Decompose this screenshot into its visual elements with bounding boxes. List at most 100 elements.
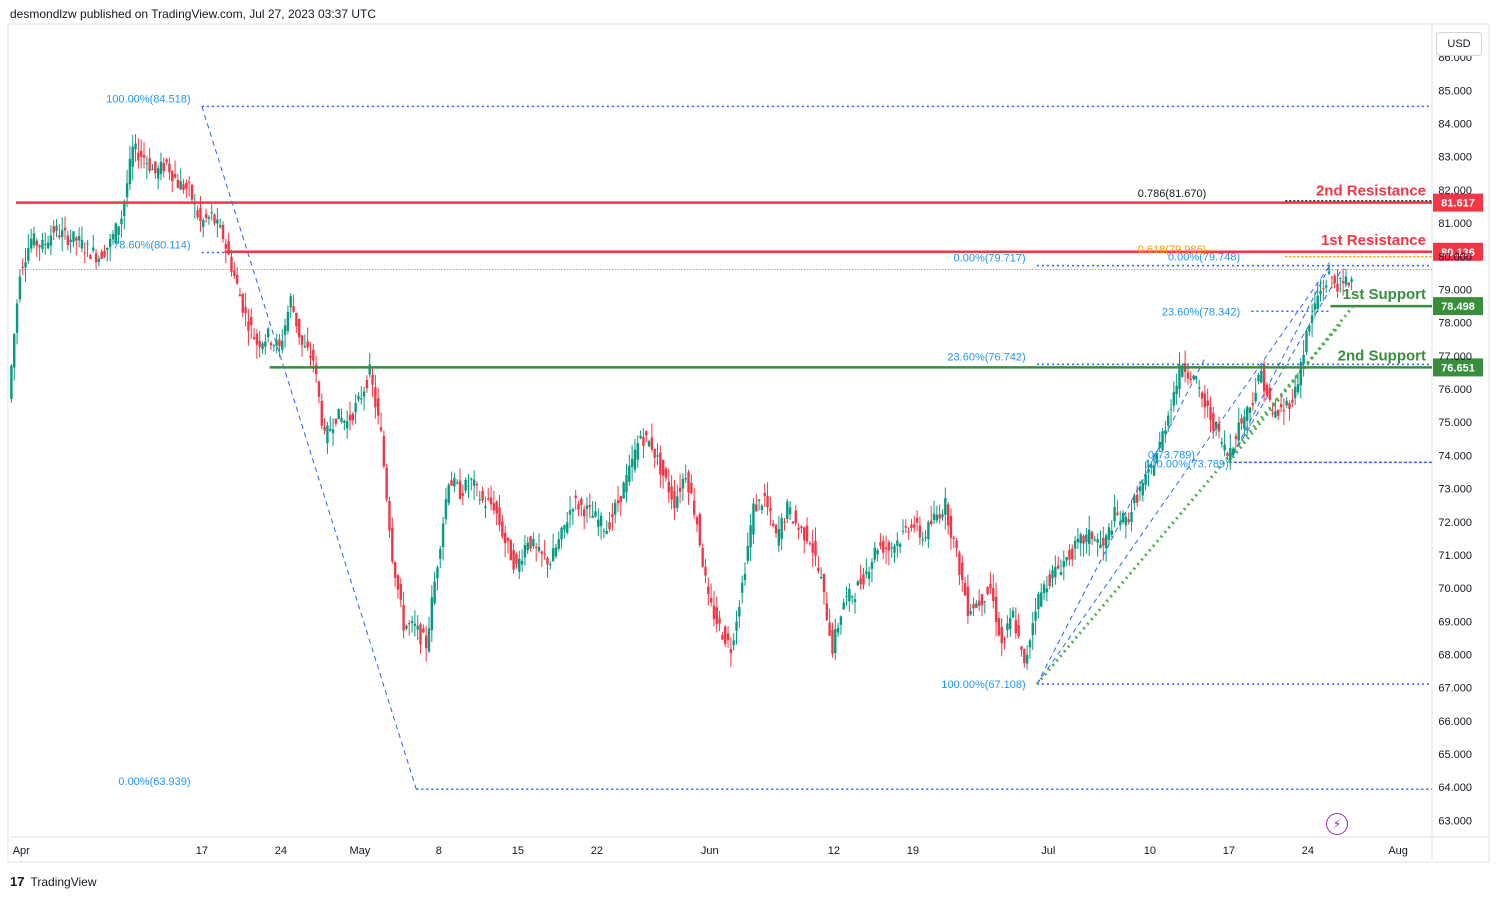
candle-body [1087,529,1091,544]
candle-body [992,588,995,601]
candle-body [977,600,981,606]
candle-body [698,513,702,546]
candle-body [870,562,874,569]
level-price-tag [1433,242,1483,261]
candle-body [470,478,473,480]
candle-body [114,223,118,244]
candle-body [1265,384,1269,396]
candle-body [103,250,106,257]
candle-body [343,420,346,423]
candle-body [450,480,453,486]
candle-body [709,597,713,603]
fib-annotation-label: 0.00%(79.717) [954,253,1026,265]
time-tick-label: Jun [701,845,719,857]
candle-body [921,539,924,541]
candle-body [856,581,860,586]
candle-body [1025,654,1029,664]
price-tick-label: 86.000 [1438,52,1472,64]
candle-body [757,499,761,502]
candle-body [904,526,908,528]
candle-body [1031,623,1034,636]
candle-body [551,548,555,562]
candle-body [1014,620,1018,634]
candle-body [117,226,120,235]
candle-body [515,554,518,564]
candle-body [1161,431,1164,451]
candle-body [1020,646,1023,650]
candle-body [681,478,685,489]
candle-body [1073,540,1077,549]
candle-body [261,343,264,349]
candle-body [402,605,405,631]
candle-body [670,486,673,500]
price-tick-label: 85.000 [1438,85,1472,97]
candle-body [549,564,552,566]
price-axis[interactable]: 63.000 64.000 65.000 66.000 67.000 68.000 69.0… [1438,52,1472,827]
candle-body [300,335,304,346]
candle-body [898,543,902,547]
candle-body [1003,638,1006,640]
fib-annotation-label: 0(73.789) [1148,449,1195,461]
candle-body [427,628,431,652]
support-resistance-levels: 2nd Resistance 81.617 1st Resistance 80.136… [16,183,1483,377]
candle-body [227,241,230,255]
candle-body [24,262,27,268]
candle-body [1099,544,1102,549]
candle-body [173,174,177,178]
candle-body [1079,534,1082,544]
fib-trend-line [1036,355,1207,685]
candle-body [334,418,338,424]
price-tick-label: 79.000 [1438,284,1472,296]
candle-body [961,562,964,580]
candle-body [749,525,752,548]
candle-body [695,517,699,525]
candle-body [659,452,662,475]
candle-body [142,155,146,158]
candle-body [139,150,143,157]
candle-body [975,603,978,608]
candle-body [1113,506,1116,522]
currency-button[interactable]: USD [1436,32,1482,56]
candle-body [210,212,213,214]
candle-body [1076,538,1080,543]
candle-body [376,398,380,416]
candle-body [1327,271,1331,274]
candle-body [362,391,366,397]
candle-body [1344,276,1348,285]
candle-body [958,552,961,575]
candle-body [630,458,634,467]
candle-body [1316,295,1319,309]
candle-body [1243,416,1246,429]
candlestick-series [10,134,1353,670]
candle-body [639,436,642,439]
candle-body [1186,372,1190,379]
candle-body [608,521,611,530]
brand-name[interactable]: TradingView [30,874,97,889]
candle-body [1319,290,1322,295]
candle-body [357,395,360,400]
candle-body [687,472,690,493]
candle-body [252,337,256,340]
lightning-icon[interactable]: ⚡ [1326,813,1348,835]
candle-body [145,163,149,165]
candle-body [1313,303,1317,310]
candle-body [924,537,927,539]
candle-body [518,558,521,572]
candle-body [1181,365,1184,377]
candle-body [182,184,185,191]
candle-body [489,497,493,505]
level-price-label: 80.136 [1441,247,1475,259]
candle-body [867,572,871,579]
candle-body [424,635,428,649]
candle-body [1257,374,1260,382]
candle-body [882,540,885,553]
candle-body [605,531,608,535]
time-axis[interactable]: Apr 17 24 May 8 15 22 Jun 12 19 Jul 10 17 24 Aug [13,845,1408,857]
candle-body [735,621,738,631]
candle-body [1155,453,1159,464]
candle-body [35,240,39,246]
price-tick-label: 75.000 [1438,417,1472,429]
publisher-header: desmondlzw published on TradingView.com,… [10,7,376,21]
price-tick-label: 72.000 [1438,517,1472,529]
